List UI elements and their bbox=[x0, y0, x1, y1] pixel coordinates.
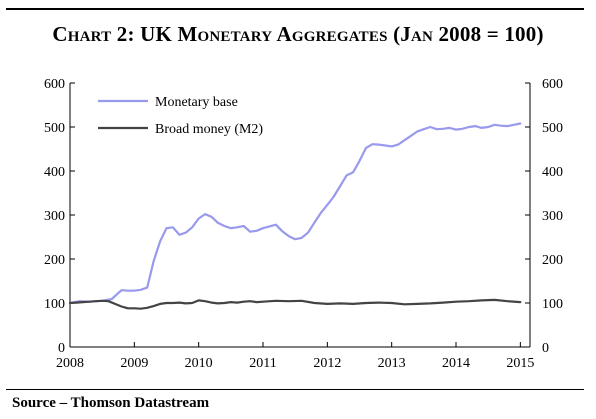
x-tick-label: 2010 bbox=[185, 356, 213, 371]
series-line-0 bbox=[68, 122, 522, 305]
right-y-tick-label: 100 bbox=[542, 297, 563, 312]
right-y-tick-label: 400 bbox=[542, 165, 563, 180]
left-y-tick-label: 500 bbox=[44, 121, 65, 136]
left-y-tick-label: 300 bbox=[44, 209, 65, 224]
chart-title: Chart 2: UK Monetary Aggregates (Jan 200… bbox=[52, 22, 544, 46]
right-y-tick-label: 0 bbox=[542, 341, 549, 356]
right-y-tick-label: 200 bbox=[542, 253, 563, 268]
legend-label-0: Monetary base bbox=[155, 95, 238, 110]
legend: Monetary base Broad money (M2) bbox=[98, 95, 263, 137]
left-y-tick-label: 100 bbox=[44, 297, 65, 312]
series-line-1 bbox=[68, 298, 522, 310]
series-layer bbox=[68, 122, 522, 310]
right-y-tick-label: 600 bbox=[542, 77, 563, 92]
x-tick-label: 2012 bbox=[313, 356, 341, 371]
legend-label-1: Broad money (M2) bbox=[155, 122, 263, 137]
x-tick-label: 2011 bbox=[249, 356, 276, 371]
right-y-tick-label: 500 bbox=[542, 121, 563, 136]
top-rule bbox=[6, 8, 584, 10]
axes: 0 0 100 100 200 200 300 300 400 400 500 500 600 600 20… bbox=[44, 77, 563, 371]
left-y-tick-label: 600 bbox=[44, 77, 65, 92]
x-tick-label: 2013 bbox=[378, 356, 406, 371]
x-tick-label: 2015 bbox=[506, 356, 534, 371]
left-y-tick-label: 200 bbox=[44, 253, 65, 268]
x-tick-label: 2008 bbox=[56, 356, 84, 371]
left-y-tick-label: 400 bbox=[44, 165, 65, 180]
x-tick-label: 2014 bbox=[442, 356, 470, 371]
right-y-tick-label: 300 bbox=[542, 209, 563, 224]
source-note: Source – Thomson Datastream bbox=[12, 395, 210, 411]
x-tick-label: 2009 bbox=[120, 356, 148, 371]
left-y-tick-label: 0 bbox=[58, 341, 65, 356]
bottom-rule bbox=[6, 389, 584, 390]
